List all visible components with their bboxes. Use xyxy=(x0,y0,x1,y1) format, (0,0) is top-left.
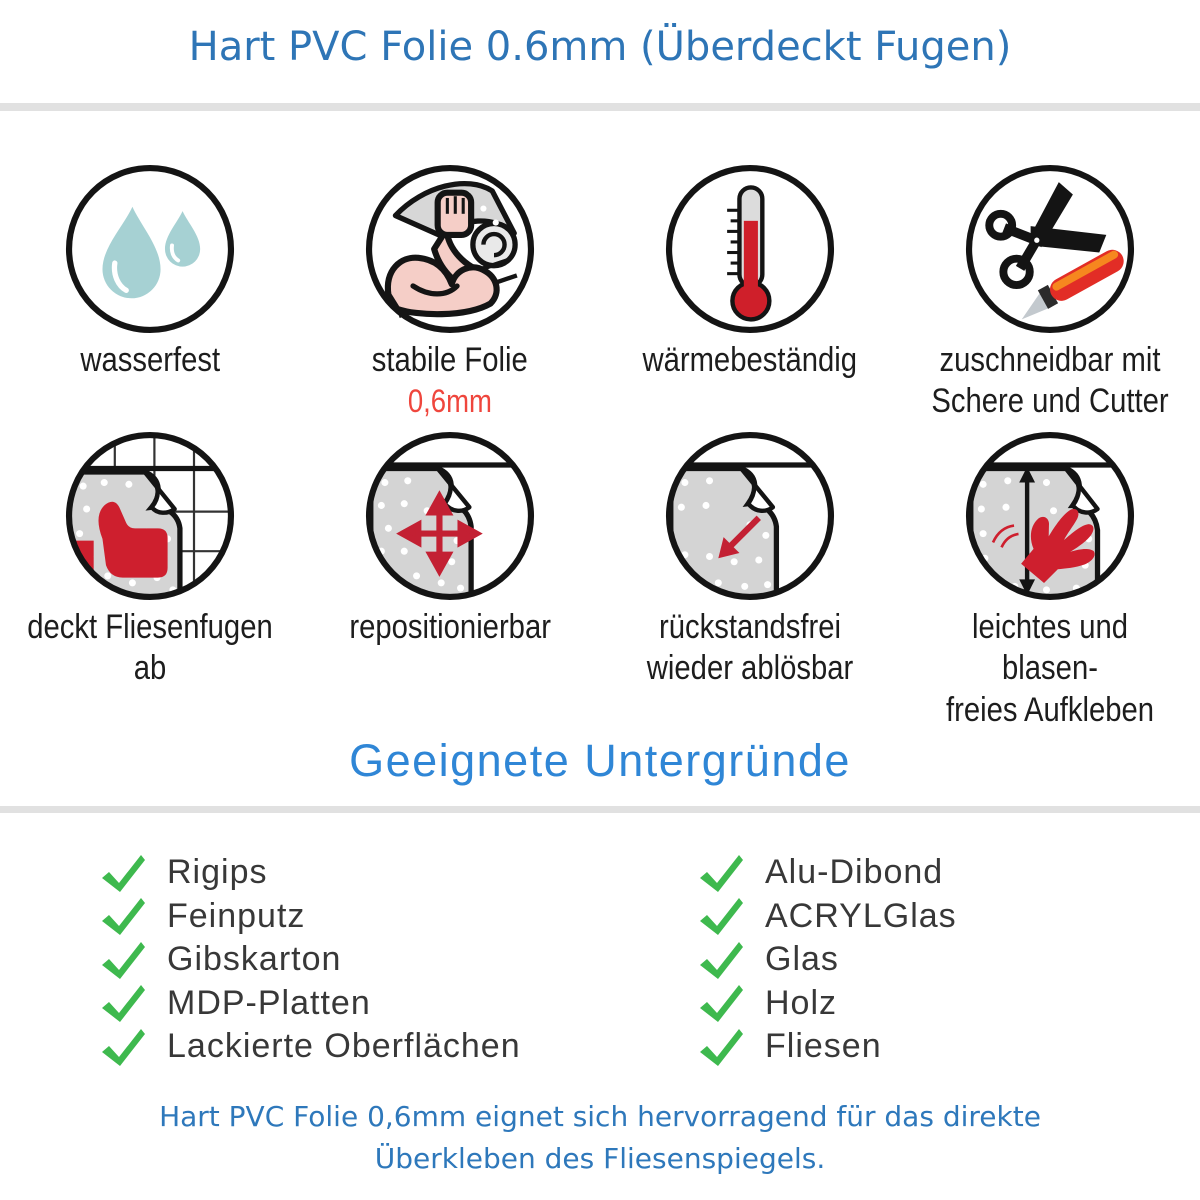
checkmark-icon xyxy=(102,985,145,1023)
checkmark-icon xyxy=(102,941,145,979)
surfaces-lists: Rigips Feinputz Gibskarton MDP-Platten L… xyxy=(0,851,1200,1069)
film-move-arrows-icon xyxy=(365,431,535,601)
surface-label: MDP-Platten xyxy=(167,983,371,1022)
thermometer-icon xyxy=(665,164,835,334)
checkmark-icon xyxy=(700,854,743,892)
surfaces-list-right: Alu-Dibond ACRYLGlas Glas Holz Fliesen xyxy=(695,851,957,1069)
feature-label: wasserfest xyxy=(80,341,220,379)
divider-bar-middle xyxy=(0,806,1200,813)
feature-residue-free: rückstandsfrei wieder ablösbar xyxy=(604,428,896,731)
surface-label: Holz xyxy=(765,983,838,1022)
divider-bar-top xyxy=(0,103,1200,111)
feature-bubble-free: leichtes und blasen- freies Aufkleben xyxy=(904,428,1196,731)
surfaces-heading: Geeignete Untergründe xyxy=(349,735,851,786)
list-item: Alu-Dibond xyxy=(695,851,957,895)
checkmark-icon xyxy=(700,898,743,936)
muscle-film-roll-icon xyxy=(365,164,535,334)
surface-label: Feinputz xyxy=(167,896,306,935)
film-peel-arrow-icon xyxy=(665,431,835,601)
surface-label: Fliesen xyxy=(765,1027,882,1066)
footer-note: Hart PVC Folie 0,6mm eignet sich hervorr… xyxy=(159,1100,1041,1175)
surface-label: Glas xyxy=(765,940,839,979)
feature-label: wärmebeständig xyxy=(642,341,858,379)
list-item: ACRYLGlas xyxy=(695,895,957,939)
surface-label: ACRYLGlas xyxy=(765,896,957,935)
feature-waterproof: wasserfest xyxy=(4,161,296,423)
checkmark-icon xyxy=(700,1028,743,1066)
feature-label: rückstandsfrei wieder ablösbar xyxy=(646,608,854,688)
film-hand-smooth-icon xyxy=(965,431,1135,601)
list-item: Gibskarton xyxy=(97,938,597,982)
list-item: Feinputz xyxy=(97,895,597,939)
checkmark-icon xyxy=(700,941,743,979)
film-thickness-label: 0,6mm xyxy=(407,383,493,420)
feature-label: zuschneidbar mit Schere und Cutter xyxy=(931,341,1169,421)
feature-label: deckt Fliesenfugen ab xyxy=(27,608,273,688)
feature-stable-film: stabile Folie 0,6mm xyxy=(304,161,596,423)
checkmark-icon xyxy=(102,854,145,892)
water-drops-icon xyxy=(65,164,235,334)
feature-row-2: deckt Fliesenfugen ab xyxy=(0,428,1200,731)
list-item: Holz xyxy=(695,982,957,1026)
feature-cuttable: zuschneidbar mit Schere und Cutter xyxy=(904,161,1196,423)
scissors-cutter-icon xyxy=(965,164,1135,334)
checkmark-icon xyxy=(700,985,743,1023)
surface-label: Rigips xyxy=(167,853,268,892)
surface-label: Alu-Dibond xyxy=(765,853,944,892)
page-title: Hart PVC Folie 0.6mm (Überdeckt Fugen) xyxy=(188,24,1012,70)
surface-label: Lackierte Oberflächen xyxy=(167,1027,521,1066)
feature-heat-resistant: wärmebeständig xyxy=(604,161,896,423)
feature-label: stabile Folie xyxy=(371,341,529,379)
film-over-tiles-thumbs-up-icon xyxy=(65,431,235,601)
list-item: MDP-Platten xyxy=(97,982,597,1026)
surfaces-list-left: Rigips Feinputz Gibskarton MDP-Platten L… xyxy=(97,851,597,1069)
list-item: Rigips xyxy=(97,851,597,895)
feature-label: leichtes und blasen- freies Aufkleben xyxy=(945,608,1155,729)
feature-row-1: wasserfest stabile Folie 0,6 xyxy=(0,161,1200,423)
feature-covers-grout: deckt Fliesenfugen ab xyxy=(4,428,296,731)
checkmark-icon xyxy=(102,898,145,936)
list-item: Lackierte Oberflächen xyxy=(97,1025,597,1069)
feature-repositionable: repositionierbar xyxy=(304,428,596,731)
list-item: Glas xyxy=(695,938,957,982)
checkmark-icon xyxy=(102,1028,145,1066)
feature-label: repositionierbar xyxy=(349,608,551,646)
list-item: Fliesen xyxy=(695,1025,957,1069)
surface-label: Gibskarton xyxy=(167,940,342,979)
